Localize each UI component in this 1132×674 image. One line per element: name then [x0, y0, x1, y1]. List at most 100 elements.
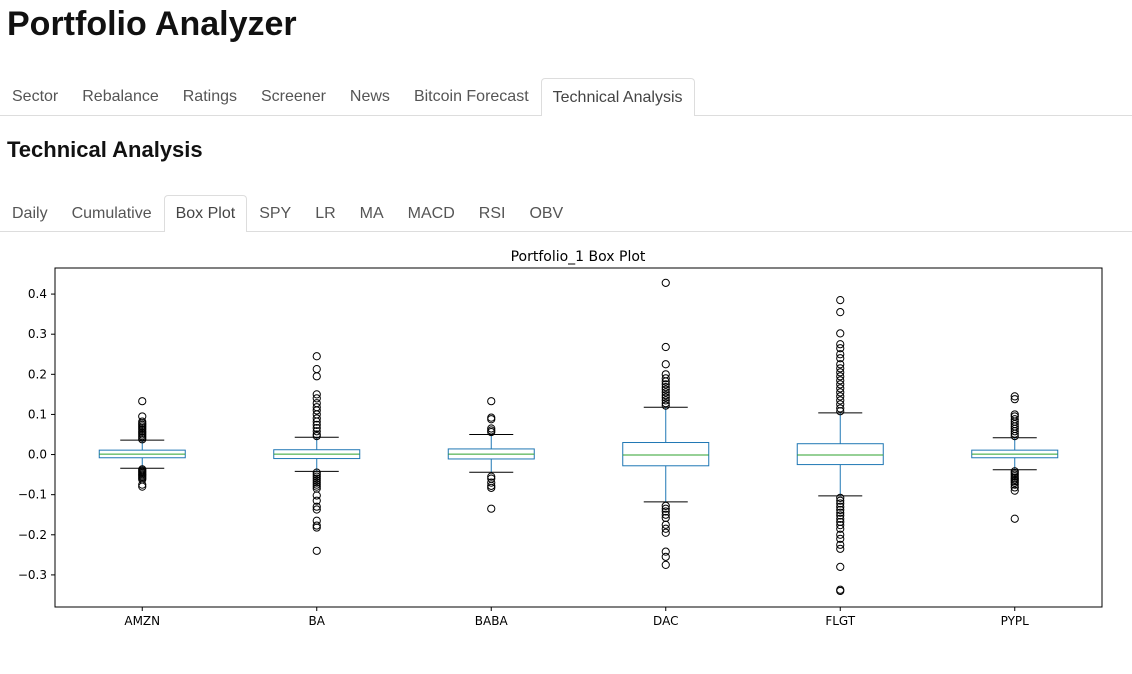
outlier-point — [312, 491, 321, 500]
outlier-point — [661, 396, 670, 405]
outlier-point — [661, 560, 670, 569]
outlier-point — [312, 476, 321, 485]
x-tick-label: AMZN — [124, 614, 160, 628]
tab-bitcoin-forecast[interactable]: Bitcoin Forecast — [413, 88, 529, 105]
subtab-lr[interactable]: LR — [315, 204, 336, 222]
outlier-point — [836, 530, 845, 539]
outlier-point — [836, 396, 845, 405]
outlier-point — [487, 413, 496, 422]
subtab-cumulative[interactable]: Cumulative — [71, 204, 152, 222]
outlier-point — [661, 377, 670, 386]
outlier-point — [836, 562, 845, 571]
outlier-point — [312, 496, 321, 505]
subtab-box-plot[interactable]: Box Plot — [163, 195, 248, 232]
subtab-ma[interactable]: MA — [359, 204, 384, 222]
main-tab-bar: Sector Rebalance Ratings Screener News B… — [0, 78, 1132, 116]
outlier-point — [836, 340, 845, 349]
tab-news[interactable]: News — [349, 88, 390, 105]
tab-rebalance[interactable]: Rebalance — [82, 88, 159, 105]
outlier-point — [836, 354, 845, 363]
x-tick-label: PYPL — [1001, 614, 1030, 628]
outlier-point — [661, 510, 670, 519]
outlier-point — [138, 397, 147, 406]
outlier-point — [661, 399, 670, 408]
outlier-point — [661, 278, 670, 287]
box-iqr — [796, 443, 884, 466]
outlier-point — [1010, 480, 1019, 489]
outlier-point — [661, 388, 670, 397]
x-tick-label: FLGT — [825, 614, 855, 628]
outlier-point — [487, 397, 496, 406]
y-tick-label: 0.4 — [28, 287, 47, 301]
outlier-point — [836, 380, 845, 389]
outlier-point — [836, 364, 845, 373]
y-tick-label: 0.2 — [28, 367, 47, 381]
subtab-macd[interactable]: MACD — [407, 204, 455, 222]
outlier-point — [312, 482, 321, 491]
subtab-spy[interactable]: SPY — [259, 204, 292, 222]
y-tick-label: 0.1 — [28, 407, 47, 421]
outlier-point — [312, 390, 321, 399]
subtab-obv[interactable]: OBV — [529, 204, 564, 222]
tab-technical-analysis[interactable]: Technical Analysis — [540, 78, 695, 116]
app-title: Portfolio Analyzer — [7, 5, 297, 43]
subtab-daily[interactable]: Daily — [12, 204, 48, 222]
outlier-point — [487, 424, 496, 433]
outlier-point — [312, 478, 321, 487]
outlier-point — [661, 380, 670, 389]
chart-title: Portfolio_1 Box Plot — [511, 249, 646, 265]
outlier-point — [836, 514, 845, 523]
outlier-point — [1010, 427, 1019, 436]
outlier-point — [836, 544, 845, 553]
outlier-point — [836, 388, 845, 397]
outlier-point — [836, 368, 845, 377]
outlier-point — [312, 502, 321, 511]
outlier-point — [836, 524, 845, 533]
outlier-point — [312, 364, 321, 374]
box-iqr — [622, 442, 710, 467]
outlier-point — [661, 391, 670, 400]
outlier-point — [1010, 431, 1019, 441]
tab-ratings[interactable]: Ratings — [182, 88, 237, 105]
outlier-point — [312, 427, 321, 436]
outlier-point — [661, 360, 670, 369]
outlier-point — [661, 374, 670, 383]
subtab-rsi[interactable]: RSI — [478, 204, 506, 222]
outlier-point — [312, 417, 321, 426]
outlier-point — [836, 384, 845, 393]
y-tick-label: 0.3 — [28, 327, 47, 341]
outlier-point — [312, 474, 321, 483]
outlier-point — [312, 431, 321, 441]
outlier-point — [312, 505, 321, 514]
outlier-point — [836, 534, 845, 543]
plot-frame — [54, 267, 1103, 608]
tab-screener[interactable]: Screener — [261, 88, 326, 105]
outlier-point — [661, 401, 670, 410]
outlier-point — [1010, 429, 1019, 438]
outlier-point — [836, 493, 845, 502]
outlier-point — [661, 528, 670, 537]
outlier-point — [487, 415, 496, 424]
outlier-point — [836, 350, 845, 359]
outlier-point — [312, 352, 321, 361]
outlier-point — [312, 521, 321, 530]
outlier-point — [836, 372, 845, 381]
outlier-point — [312, 406, 321, 415]
outlier-point — [836, 360, 845, 369]
y-tick-label: 0.0 — [28, 448, 47, 462]
outlier-point — [1010, 392, 1019, 401]
tab-sector[interactable]: Sector — [12, 88, 59, 105]
outlier-point — [1010, 514, 1019, 523]
outlier-point — [312, 423, 321, 433]
x-tick-label: DAC — [653, 614, 678, 628]
outlier-point — [312, 468, 321, 477]
outlier-point — [1010, 483, 1019, 492]
outlier-point — [487, 483, 496, 492]
outlier-point — [661, 383, 670, 392]
outlier-point — [312, 420, 321, 429]
outlier-point — [487, 481, 496, 490]
outlier-point — [836, 540, 845, 549]
outlier-point — [312, 394, 321, 403]
outlier-point — [836, 407, 845, 416]
